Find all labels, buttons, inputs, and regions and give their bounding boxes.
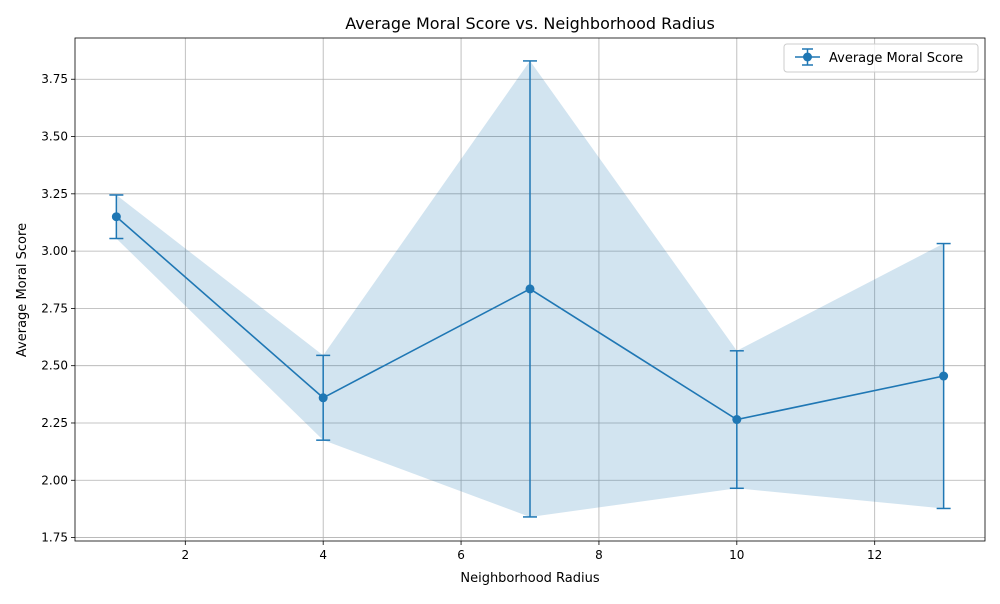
- x-tick-label: 10: [729, 548, 744, 562]
- y-tick-label: 3.00: [41, 244, 68, 258]
- legend-swatch: [795, 48, 820, 66]
- y-tick-label: 3.25: [41, 187, 68, 201]
- data-point: [939, 371, 949, 381]
- legend-swatch-marker: [803, 52, 812, 62]
- x-tick-label: 6: [457, 548, 465, 562]
- y-tick-label: 2.75: [41, 301, 68, 315]
- data-point: [318, 393, 328, 403]
- y-tick-label: 3.50: [41, 130, 68, 144]
- x-axis-label: Neighborhood Radius: [460, 571, 599, 586]
- legend-label-average-moral-score: Average Moral Score: [829, 51, 963, 66]
- plot-frame: [74, 37, 986, 542]
- x-tick-label: 12: [867, 548, 882, 562]
- marker-layer: [111, 212, 949, 425]
- y-tick-label: 2.50: [41, 359, 68, 373]
- y-tick-label: 3.75: [41, 72, 68, 86]
- legend-box: [783, 43, 979, 73]
- data-point: [732, 415, 742, 425]
- x-tick-label: 4: [319, 548, 327, 562]
- y-tick-label: 2.25: [41, 416, 68, 430]
- legend: Average Moral Score: [783, 43, 979, 73]
- x-tick-label: 2: [181, 548, 189, 562]
- data-point: [525, 284, 535, 294]
- y-axis-label: Average Moral Score: [15, 223, 30, 357]
- y-tick-label: 2.00: [41, 473, 68, 487]
- y-tick-label: 1.75: [41, 531, 68, 545]
- data-point: [111, 212, 121, 222]
- x-axis-ticks: 2 4 6 8 10 12: [181, 541, 882, 562]
- x-tick-label: 8: [595, 548, 603, 562]
- y-axis-ticks: 1.75 2.00 2.25 2.50 2.75 3.00 3.25 3.50 3.75: [41, 72, 75, 545]
- chart-title: Average Moral Score vs. Neighborhood Rad…: [345, 14, 715, 33]
